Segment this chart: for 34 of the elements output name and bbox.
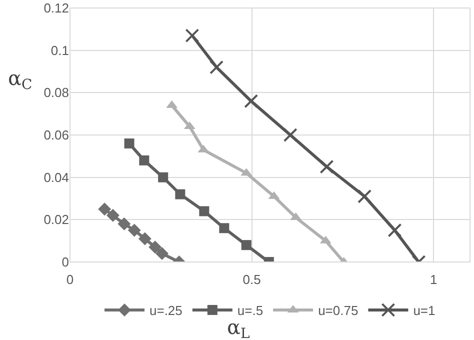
point [118, 217, 131, 230]
point [128, 224, 141, 237]
y-tick-label: 0.06 [44, 128, 69, 143]
x-tick-label: 0.5 [242, 272, 261, 287]
point [388, 223, 402, 238]
point [98, 202, 112, 216]
point [185, 28, 200, 43]
point [156, 247, 168, 260]
point [106, 208, 120, 222]
point [158, 172, 168, 182]
y-axis-title: α$_{C}$ [8, 66, 32, 94]
point [139, 155, 150, 166]
y-tick-label: 0.1 [50, 42, 69, 58]
y-tick-label: 0.02 [44, 212, 69, 228]
legend-label: u=0.75 [318, 303, 358, 318]
y-tick-label: 0.08 [44, 85, 69, 100]
point [210, 60, 224, 74]
point [138, 232, 152, 246]
x-tick-label: 1 [430, 272, 438, 287]
point [283, 128, 298, 142]
y-tick-label: 0.12 [44, 0, 69, 16]
point [219, 223, 230, 234]
legend-label: u=.25 [150, 303, 182, 318]
point [124, 138, 134, 148]
point [175, 189, 186, 200]
y-tick-label: 0 [62, 254, 69, 270]
point [199, 206, 210, 216]
point [320, 160, 334, 174]
legend-label: u=1 [413, 303, 436, 318]
point [358, 189, 372, 204]
point [148, 240, 162, 254]
point [241, 240, 252, 250]
point [244, 94, 258, 108]
y-tick-label: 0.04 [44, 170, 69, 185]
